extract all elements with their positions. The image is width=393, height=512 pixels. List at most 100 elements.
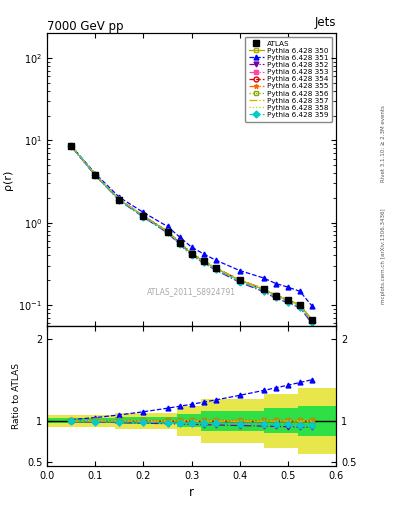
- Pythia 6.428 355: [261, 286, 266, 292]
- Pythia 6.428 351: [93, 170, 98, 177]
- Pythia 6.428 359: [310, 319, 314, 325]
- Pythia 6.428 357: [261, 286, 266, 292]
- Text: ATLAS_2011_S8924791: ATLAS_2011_S8924791: [147, 287, 236, 296]
- Pythia 6.428 354: [141, 213, 146, 219]
- Pythia 6.428 358: [69, 143, 73, 149]
- Pythia 6.428 356: [274, 292, 278, 298]
- Pythia 6.428 356: [177, 239, 182, 245]
- Pythia 6.428 357: [201, 258, 206, 264]
- Y-axis label: ρ(r): ρ(r): [3, 169, 13, 190]
- Pythia 6.428 352: [201, 260, 206, 266]
- Pythia 6.428 355: [213, 265, 218, 271]
- Pythia 6.428 353: [274, 292, 278, 298]
- Pythia 6.428 352: [69, 143, 73, 150]
- Pythia 6.428 357: [165, 228, 170, 234]
- Line: Pythia 6.428 358: Pythia 6.428 358: [71, 146, 312, 320]
- Pythia 6.428 356: [261, 286, 266, 292]
- Text: Rivet 3.1.10; ≥ 2.3M events: Rivet 3.1.10; ≥ 2.3M events: [381, 105, 386, 182]
- Pythia 6.428 351: [165, 223, 170, 229]
- Pythia 6.428 355: [286, 296, 290, 303]
- X-axis label: r: r: [189, 486, 194, 499]
- Pythia 6.428 357: [189, 250, 194, 257]
- Pythia 6.428 356: [141, 212, 146, 219]
- Pythia 6.428 355: [93, 172, 98, 178]
- Pythia 6.428 355: [141, 212, 146, 219]
- Pythia 6.428 351: [286, 284, 290, 290]
- Pythia 6.428 356: [310, 317, 314, 323]
- Pythia 6.428 358: [165, 228, 170, 234]
- Pythia 6.428 358: [286, 296, 290, 303]
- Pythia 6.428 350: [177, 240, 182, 246]
- Pythia 6.428 359: [177, 241, 182, 247]
- Pythia 6.428 350: [237, 277, 242, 283]
- Pythia 6.428 354: [274, 292, 278, 298]
- Line: Pythia 6.428 353: Pythia 6.428 353: [69, 143, 314, 323]
- Pythia 6.428 354: [69, 143, 73, 150]
- Pythia 6.428 359: [165, 229, 170, 236]
- Pythia 6.428 354: [286, 297, 290, 303]
- Pythia 6.428 350: [213, 265, 218, 271]
- Pythia 6.428 358: [93, 172, 98, 178]
- Pythia 6.428 354: [117, 197, 122, 203]
- Pythia 6.428 353: [310, 317, 314, 323]
- Pythia 6.428 351: [310, 303, 314, 309]
- Pythia 6.428 356: [93, 172, 98, 178]
- Line: Pythia 6.428 359: Pythia 6.428 359: [69, 144, 314, 325]
- Pythia 6.428 354: [298, 302, 302, 308]
- Pythia 6.428 358: [141, 212, 146, 219]
- Pythia 6.428 357: [141, 213, 146, 219]
- Pythia 6.428 356: [298, 302, 302, 308]
- Pythia 6.428 352: [189, 252, 194, 259]
- Pythia 6.428 350: [93, 172, 98, 178]
- Pythia 6.428 350: [310, 317, 314, 324]
- Pythia 6.428 358: [117, 196, 122, 202]
- Pythia 6.428 357: [274, 292, 278, 298]
- Pythia 6.428 352: [165, 230, 170, 236]
- Pythia 6.428 355: [117, 196, 122, 202]
- Pythia 6.428 354: [177, 240, 182, 246]
- Pythia 6.428 356: [201, 258, 206, 264]
- Pythia 6.428 354: [201, 258, 206, 264]
- Pythia 6.428 357: [69, 143, 73, 150]
- Text: mcplots.cern.ch [arXiv:1306.3436]: mcplots.cern.ch [arXiv:1306.3436]: [381, 208, 386, 304]
- Pythia 6.428 351: [117, 194, 122, 200]
- Pythia 6.428 354: [165, 228, 170, 234]
- Pythia 6.428 356: [189, 250, 194, 257]
- Pythia 6.428 353: [201, 258, 206, 264]
- Pythia 6.428 350: [117, 197, 122, 203]
- Pythia 6.428 356: [69, 143, 73, 149]
- Pythia 6.428 359: [201, 259, 206, 265]
- Line: Pythia 6.428 354: Pythia 6.428 354: [69, 144, 314, 323]
- Pythia 6.428 350: [141, 213, 146, 219]
- Pythia 6.428 359: [141, 214, 146, 220]
- Pythia 6.428 350: [298, 302, 302, 308]
- Pythia 6.428 358: [298, 302, 302, 308]
- Pythia 6.428 352: [298, 305, 302, 311]
- Pythia 6.428 352: [117, 198, 122, 204]
- Line: Pythia 6.428 355: Pythia 6.428 355: [69, 143, 314, 323]
- Pythia 6.428 355: [69, 143, 73, 149]
- Pythia 6.428 357: [298, 302, 302, 308]
- Pythia 6.428 357: [286, 297, 290, 303]
- Pythia 6.428 351: [189, 244, 194, 250]
- Pythia 6.428 350: [261, 286, 266, 292]
- Pythia 6.428 353: [237, 277, 242, 283]
- Pythia 6.428 357: [310, 317, 314, 324]
- Text: 7000 GeV pp: 7000 GeV pp: [47, 20, 124, 33]
- Pythia 6.428 353: [117, 196, 122, 202]
- Pythia 6.428 353: [298, 302, 302, 308]
- Pythia 6.428 353: [93, 172, 98, 178]
- Pythia 6.428 358: [237, 277, 242, 283]
- Pythia 6.428 350: [189, 250, 194, 257]
- Pythia 6.428 359: [213, 266, 218, 272]
- Pythia 6.428 351: [213, 257, 218, 263]
- Pythia 6.428 353: [261, 286, 266, 292]
- Pythia 6.428 358: [189, 250, 194, 257]
- Pythia 6.428 353: [177, 239, 182, 245]
- Pythia 6.428 352: [141, 214, 146, 220]
- Line: Pythia 6.428 350: Pythia 6.428 350: [69, 144, 314, 323]
- Pythia 6.428 350: [165, 228, 170, 234]
- Pythia 6.428 358: [201, 258, 206, 264]
- Pythia 6.428 354: [93, 172, 98, 178]
- Pythia 6.428 352: [286, 300, 290, 306]
